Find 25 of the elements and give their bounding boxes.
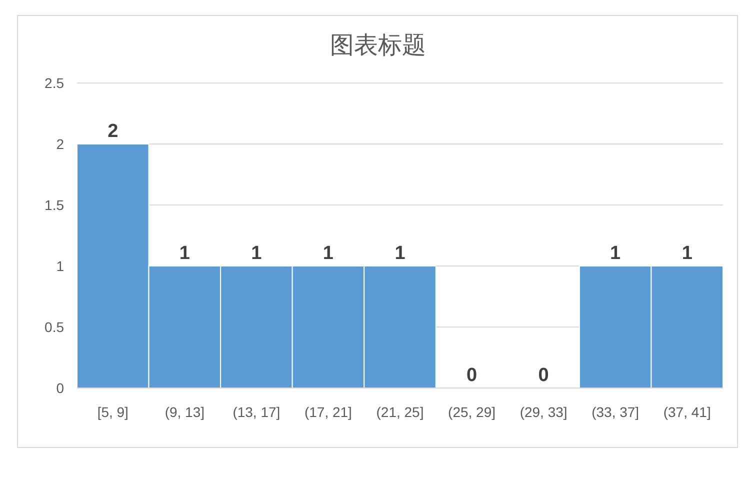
x-tick: (29, 33]	[520, 404, 568, 420]
data-label: 1	[322, 243, 334, 264]
y-tick: 2.5	[44, 75, 64, 91]
data-label: 1	[610, 243, 621, 264]
y-tick: 2	[56, 136, 64, 152]
x-tick: (25, 29]	[448, 404, 496, 420]
data-label: 0	[538, 365, 549, 386]
data-label: 1	[251, 243, 262, 264]
data-label: 1	[682, 243, 692, 264]
title: 图表标题	[330, 32, 426, 59]
y-tick: 0	[56, 380, 64, 396]
y-tick: 1.5	[44, 197, 64, 213]
x-tick: (9, 13]	[164, 404, 205, 420]
x-tick: [5, 9]	[97, 404, 128, 420]
data-label: 2	[108, 121, 118, 142]
data-label: 1	[394, 243, 406, 264]
x-tick: (17, 21]	[304, 404, 352, 420]
data-label: 1	[179, 243, 190, 264]
x-tick: (33, 37]	[592, 404, 640, 420]
x-tick: (37, 41]	[663, 404, 711, 420]
x-tick: (13, 17]	[232, 404, 280, 420]
x-tick: (21, 25]	[376, 404, 424, 420]
y-tick: 0.5	[44, 319, 64, 335]
y-tick: 1	[56, 258, 64, 274]
data-label: 0	[466, 365, 478, 386]
